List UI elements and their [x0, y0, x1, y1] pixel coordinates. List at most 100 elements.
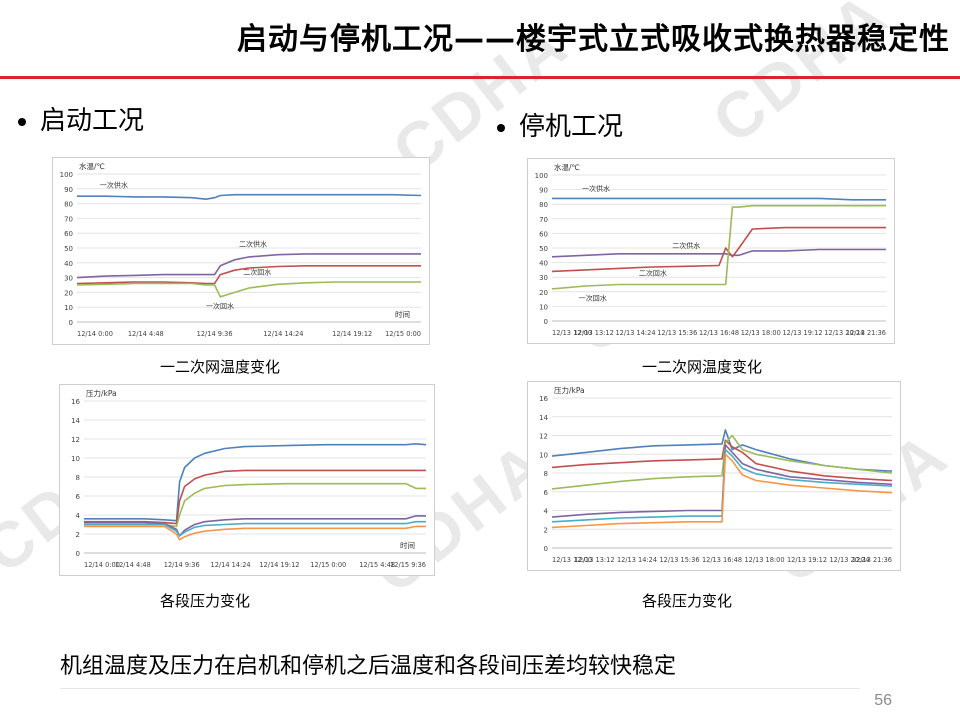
y-tick-label: 20 — [64, 289, 73, 297]
y-tick-label: 2 — [544, 526, 548, 534]
x-tick-label: 12/15 0:00 — [310, 561, 346, 569]
series-annotation-label: 二次回水 — [639, 269, 667, 278]
x-tick-label: 12/13 19:12 — [787, 556, 827, 564]
bullet-stop-label: 停机工况 — [519, 112, 624, 142]
x-tick-label: 12/14 14:24 — [263, 330, 303, 338]
x-tick-label: 12/13 20:24 — [829, 556, 869, 564]
x-tick-label: 12/13 18:00 — [744, 556, 784, 564]
x-tick-label: 12/15 9:36 — [390, 561, 426, 569]
series-annotation-label: 二次供水 — [239, 240, 267, 249]
y-tick-label: 6 — [76, 493, 81, 501]
y-tick-label: 0 — [544, 545, 548, 553]
chart-stop-pressure: 0 2 4 6 8 10 12 14 16 压力/kPa 12/13 12:00 12/13 13:1… — [527, 381, 901, 571]
y-tick-label: 70 — [64, 215, 73, 223]
x-tick-label: 12/13 19:12 — [782, 329, 822, 337]
series-annotation-label: 一次回水 — [206, 302, 234, 311]
slide-title: 启动与停机工况——楼宇式立式吸收式换热器稳定性 — [237, 22, 950, 57]
series-line — [76, 281, 421, 298]
x-tick-label: 12/13 15:36 — [659, 556, 699, 564]
series-annotation-label: 二次供水 — [672, 241, 700, 250]
series-line — [77, 193, 422, 201]
x-tick-label: 12/13 16:48 — [702, 556, 742, 564]
series-annotation-label: 一次供水 — [100, 180, 128, 189]
y-tick-label: 10 — [71, 455, 80, 463]
series-line — [84, 525, 426, 541]
chart-stop-temperature: 0 10 20 30 40 50 60 70 80 90 100 水温/℃ 12/13 12:00 12/… — [527, 158, 895, 344]
x-tick-label: 12/14 14:24 — [211, 561, 251, 569]
y-tick-label: 70 — [539, 216, 548, 224]
series-line — [76, 253, 421, 279]
x-tick-label: 12/15 0:00 — [385, 330, 421, 338]
x-tick-label: 12/14 19:12 — [259, 561, 299, 569]
summary-text: 机组温度及压力在启机和停机之后温度和各段间压差均较快稳定 — [60, 654, 677, 679]
y-tick-label: 0 — [544, 318, 548, 326]
y-tick-label: 14 — [539, 414, 548, 422]
caption-start-temperature: 一二次网温度变化 — [160, 358, 281, 376]
y-tick-label: 100 — [535, 172, 548, 180]
series-line — [551, 448, 893, 523]
y-axis-label: 水温/℃ — [554, 162, 580, 172]
series-line — [84, 515, 426, 537]
x-tick-label: 12/13 14:24 — [617, 556, 657, 564]
series-line — [84, 482, 426, 528]
x-tick-label: 12/13 14:24 — [615, 329, 655, 337]
y-tick-label: 8 — [544, 470, 548, 478]
x-tick-label: 12/14 19:12 — [332, 330, 372, 338]
x-tick-label: 12/13 16:48 — [699, 329, 739, 337]
y-axis-label: 压力/kPa — [86, 388, 117, 398]
bullet-start-label: 启动工况 — [40, 106, 145, 136]
x-tick-label: 12/13 12:00 — [552, 329, 592, 337]
x-tick-label: 12/13 20:24 — [824, 329, 864, 337]
y-tick-label: 80 — [64, 201, 73, 209]
series-line — [551, 453, 893, 529]
y-tick-label: 14 — [71, 417, 80, 425]
caption-start-pressure: 各段压力变化 — [160, 592, 251, 610]
x-tick-label: 12/14 9:36 — [197, 330, 233, 338]
x-tick-label: 12/13 13:12 — [574, 329, 614, 337]
y-tick-label: 0 — [69, 319, 73, 327]
y-tick-label: 2 — [76, 531, 80, 539]
y-tick-label: 12 — [539, 433, 548, 441]
bullet-start-condition: 启动工况 — [18, 100, 144, 137]
series-annotation-label: 二次回水 — [243, 268, 271, 277]
y-tick-label: 10 — [64, 304, 73, 312]
x-tick-label: 12/14 0:00 — [84, 561, 120, 569]
caption-stop-pressure: 各段压力变化 — [642, 592, 733, 610]
y-tick-label: 60 — [64, 230, 73, 238]
x-tick-label: 12/14 4:48 — [115, 561, 151, 569]
y-tick-label: 10 — [539, 451, 548, 459]
series-annotation-label: 一次回水 — [579, 294, 607, 303]
series-line — [551, 429, 893, 472]
series-line — [84, 442, 427, 522]
title-divider — [0, 76, 960, 79]
chart-start-temperature: 0 10 20 30 40 50 60 70 80 90 100 水温/℃ 12/14 0:00 12/1… — [52, 157, 430, 345]
series-line — [551, 204, 886, 290]
y-tick-label: 60 — [539, 230, 548, 238]
series-line — [552, 197, 886, 201]
x-tick-label: 12/13 12:00 — [552, 556, 592, 564]
x-tick-label: 12/14 0:00 — [77, 330, 113, 338]
x-tick-label: 12/13 15:36 — [657, 329, 697, 337]
x-axis-label: 时间 — [400, 540, 415, 550]
bullet-stop-condition: 停机工况 — [497, 106, 623, 143]
y-tick-label: 90 — [64, 186, 73, 194]
x-axis-label: 时间 — [395, 309, 410, 319]
series-line — [76, 265, 421, 285]
y-tick-label: 16 — [71, 398, 80, 406]
y-tick-label: 100 — [60, 171, 73, 179]
x-tick-label: 12/13 21:36 — [846, 329, 886, 337]
x-tick-label: 12/13 13:12 — [574, 556, 614, 564]
series-annotation-label: 一次供水 — [582, 184, 610, 193]
y-tick-label: 6 — [544, 489, 549, 497]
page-number: 56 — [874, 692, 892, 709]
y-tick-label: 90 — [539, 187, 548, 195]
y-tick-label: 40 — [539, 260, 548, 268]
y-tick-label: 4 — [544, 508, 549, 516]
series-line — [84, 520, 426, 537]
y-tick-label: 40 — [64, 260, 73, 268]
footer-divider — [60, 688, 860, 689]
y-tick-label: 4 — [76, 512, 81, 520]
chart-start-temperature-svg: 0 10 20 30 40 50 60 70 80 90 100 水温/℃ 12/14 0:00 12/1… — [60, 161, 422, 338]
